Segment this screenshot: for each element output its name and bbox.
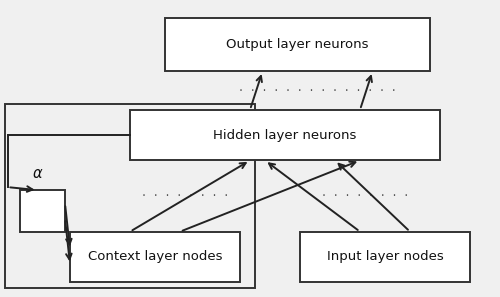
Bar (5, 104, 255, 288)
Bar (70, 232, 240, 282)
Text: · · · · · · · · · · · · · ·: · · · · · · · · · · · · · · (238, 86, 397, 96)
Text: Context layer nodes: Context layer nodes (88, 250, 222, 263)
Bar (130, 110, 440, 160)
Bar (165, 18, 430, 71)
Bar (300, 232, 470, 282)
Text: · · · · · · · ·: · · · · · · · · (141, 191, 229, 201)
Bar (20, 190, 65, 232)
Text: Input layer nodes: Input layer nodes (326, 250, 444, 263)
Text: Hidden layer neurons: Hidden layer neurons (214, 129, 356, 142)
Text: $\alpha$: $\alpha$ (32, 166, 43, 181)
Text: Output layer neurons: Output layer neurons (226, 38, 369, 51)
Text: · · · · · · · ·: · · · · · · · · (321, 191, 409, 201)
